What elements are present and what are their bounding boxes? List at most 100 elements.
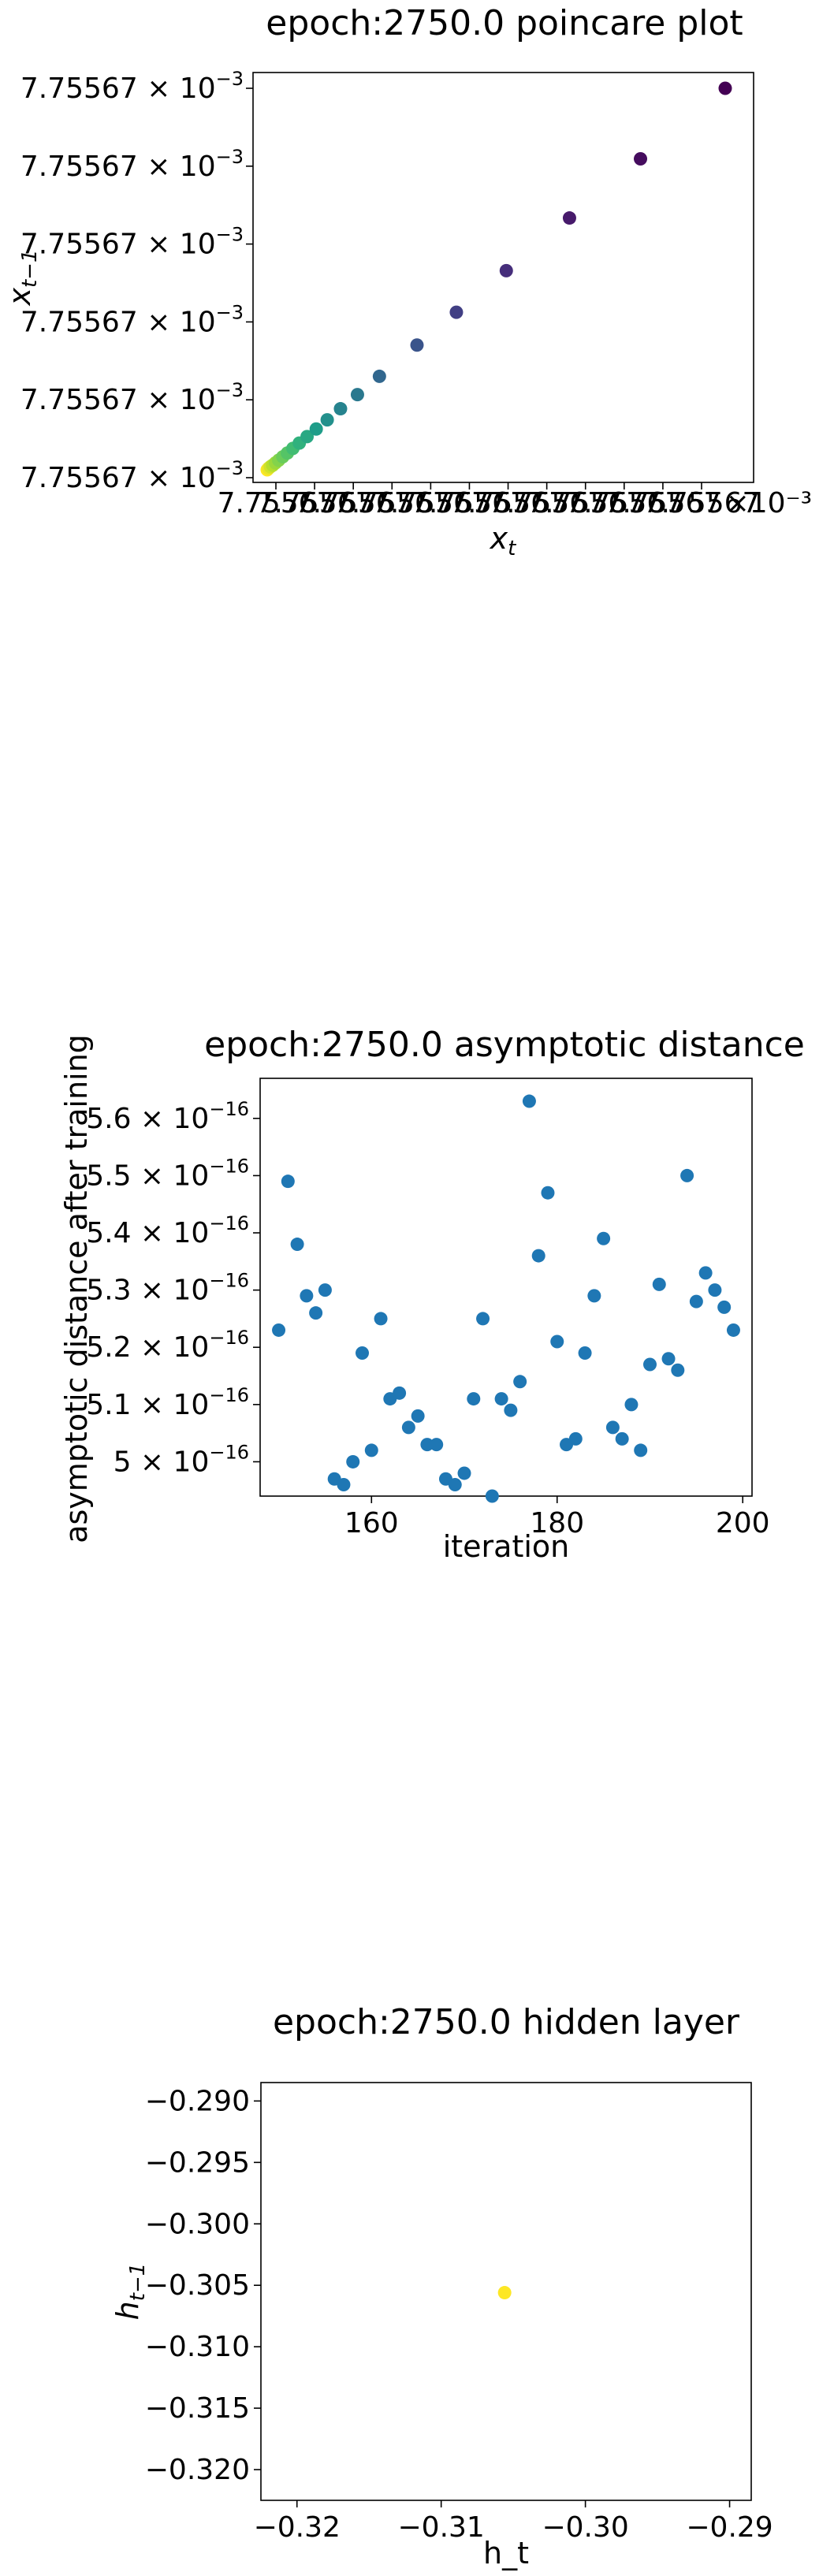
data-point <box>605 1420 620 1435</box>
data-point <box>356 1346 370 1360</box>
data-point <box>485 1489 499 1503</box>
y-tick-label: −0.320 <box>145 2454 250 2486</box>
data-point <box>420 1438 434 1452</box>
data-point <box>568 1431 583 1446</box>
x-tick-label: −0.31 <box>398 2511 485 2544</box>
data-point <box>497 2286 512 2300</box>
x-tick-label: 7.75567 <box>218 487 335 519</box>
data-point <box>290 1238 304 1252</box>
data-point <box>411 1409 425 1423</box>
chart-title: epoch:2750.0 poincare plot <box>266 3 743 43</box>
y-tick-label: 5.4 × 10−16 <box>86 1212 249 1249</box>
y-tick-label: 7.75567 × 10−3 <box>20 457 244 494</box>
data-point <box>499 263 513 277</box>
x-tick-label: 180 <box>530 1507 584 1539</box>
x-tick-label: 7.75567 <box>565 487 683 519</box>
x-tick-label: 7.75567 <box>411 487 528 519</box>
x-axis-label: h_t <box>483 2536 529 2570</box>
y-tick-label: 5.1 × 10−16 <box>86 1384 249 1421</box>
y-tick-label: −0.315 <box>145 2392 250 2425</box>
data-point <box>364 1443 378 1457</box>
data-point <box>726 1323 740 1337</box>
data-point <box>562 211 576 225</box>
chart-title: epoch:2750.0 hidden layer <box>273 2002 740 2042</box>
y-tick-label: 7.75567 × 10−3 <box>20 146 244 183</box>
x-tick-label: 7.75567 <box>449 487 567 519</box>
data-points <box>260 81 732 477</box>
y-tick-label: −0.295 <box>145 2146 250 2179</box>
y-axis-label: asymptotic distance after training <box>59 1034 94 1543</box>
x-tick-label: 7.75567 <box>333 487 451 519</box>
y-tick-label: −0.300 <box>145 2208 250 2240</box>
y-tick-label: 7.75567 × 10−3 <box>20 301 244 338</box>
data-point <box>661 1352 676 1366</box>
y-axis: 5 × 10−16 5.1 × 10−16 5.2 × 10−16 5.3 × 10−… <box>86 1098 260 1478</box>
x-tick-label: 7.75567 <box>527 487 644 519</box>
data-point <box>708 1283 722 1297</box>
data-point <box>504 1403 518 1417</box>
data-point <box>372 369 386 383</box>
data-point <box>449 305 464 319</box>
data-point <box>374 1312 388 1326</box>
data-point <box>680 1168 694 1182</box>
poincare-plot-chart: epoch:2750.0 poincare plot 7.75567 × 10−… <box>2 3 812 560</box>
data-point <box>587 1289 601 1303</box>
data-point <box>300 1289 314 1303</box>
plot-frame <box>260 2082 752 2501</box>
x-tick-label: −0.30 <box>542 2511 628 2544</box>
y-axis-label: xt−1 <box>2 249 42 306</box>
y-tick-label: 5.2 × 10−16 <box>86 1327 249 1364</box>
y-tick-label: 5.6 × 10−16 <box>86 1098 249 1135</box>
data-point <box>318 1283 332 1297</box>
x-axis: 160 180 200 <box>344 1496 770 1539</box>
data-point <box>541 1186 555 1200</box>
x-axis: 7.755677.755677.755677.755677.755677.755… <box>218 482 812 519</box>
y-axis: 7.75567 × 10−3 7.75567 × 10−3 7.75567 × 10… <box>20 68 253 494</box>
y-tick-label: −0.290 <box>145 2085 250 2117</box>
data-point <box>513 1375 527 1389</box>
data-point <box>281 1174 295 1189</box>
x-tick-label: 200 <box>716 1507 770 1539</box>
data-point <box>615 1431 629 1446</box>
x-axis-label: xt <box>490 521 517 560</box>
data-point <box>652 1277 666 1291</box>
data-point <box>346 1454 360 1469</box>
data-point <box>448 1477 462 1491</box>
plot-frame <box>259 1078 753 1497</box>
data-point <box>578 1346 592 1360</box>
data-point <box>393 1386 407 1400</box>
x-tick-label: 7.75567 <box>488 487 605 519</box>
data-point <box>634 152 648 166</box>
data-point <box>300 430 315 444</box>
x-tick-suffix: ×10⁻³ <box>726 487 812 519</box>
data-point <box>430 1438 444 1452</box>
data-point <box>476 1312 490 1326</box>
y-axis: −0.290 −0.295 −0.300 −0.305 −0.310 −0.315 −0.3… <box>145 2085 261 2486</box>
data-point <box>531 1249 545 1263</box>
data-point <box>718 81 732 95</box>
data-point <box>410 338 424 352</box>
y-tick-label: 5.3 × 10−16 <box>86 1270 249 1307</box>
y-tick-label: 7.75567 × 10−3 <box>20 379 244 416</box>
data-point <box>689 1294 703 1308</box>
y-tick-label: 7.75567 × 10−3 <box>20 224 244 261</box>
x-axis: −0.32 −0.31 −0.30 −0.29 <box>254 2500 773 2544</box>
y-axis-label: ht−1 <box>110 2263 150 2321</box>
asymptotic-distance-chart: epoch:2750.0 asymptotic distance 5 × 10−… <box>59 1025 805 1564</box>
x-tick-label: −0.32 <box>254 2511 341 2544</box>
data-point <box>671 1363 685 1377</box>
data-point <box>717 1300 732 1314</box>
data-point <box>309 1306 323 1320</box>
y-tick-label: 5.5 × 10−16 <box>86 1155 249 1192</box>
data-point <box>698 1266 713 1280</box>
x-axis-label: iteration <box>443 1529 570 1564</box>
data-point <box>350 388 364 402</box>
data-point <box>272 1323 286 1337</box>
data-point <box>401 1420 415 1435</box>
data-point <box>550 1335 564 1349</box>
x-tick-label: 7.75567 <box>604 487 721 519</box>
data-point <box>337 1477 351 1491</box>
data-point <box>624 1398 639 1412</box>
data-point <box>494 1392 508 1406</box>
data-point <box>467 1392 481 1406</box>
